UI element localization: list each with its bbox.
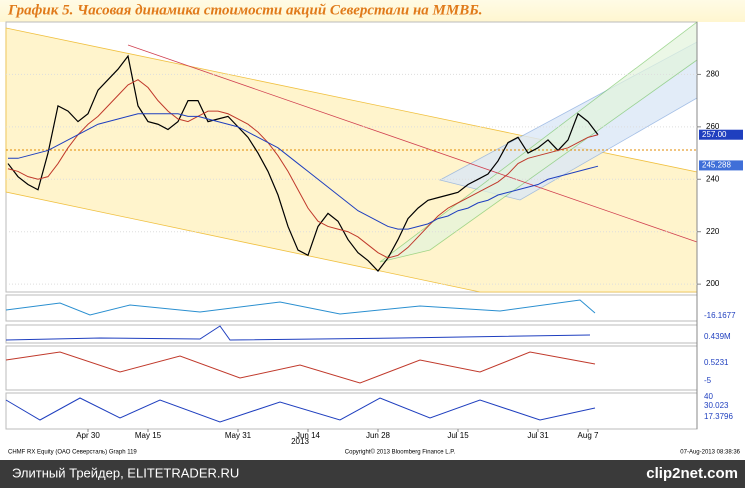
stochastic-line bbox=[5, 397, 596, 423]
y-tick-label: 260 bbox=[706, 122, 720, 131]
x-tick-label: May 15 bbox=[135, 431, 162, 440]
bottom-strip bbox=[0, 460, 745, 488]
indicator-label: -16.1677 bbox=[704, 311, 736, 320]
indicator-label: 30.023 bbox=[704, 401, 729, 410]
y-tick-label: 220 bbox=[706, 227, 720, 236]
indicator-label: 0.5231 bbox=[704, 358, 729, 367]
y-tick-label: 240 bbox=[706, 174, 720, 183]
price-tag-label: 257.00 bbox=[702, 130, 727, 139]
indicator-panel bbox=[5, 294, 698, 322]
title-band bbox=[0, 0, 745, 22]
series-line bbox=[7, 79, 599, 259]
price-tag bbox=[699, 129, 743, 140]
footer-left: CHMF RX Equity (ОАО Северсталь) Graph 11… bbox=[8, 450, 137, 456]
oscillator-line bbox=[5, 351, 596, 384]
x-tick-label: May 31 bbox=[225, 431, 252, 440]
x-tick-label: Aug 7 bbox=[578, 431, 599, 440]
x-tick-label: Jun 28 bbox=[366, 431, 391, 440]
price-tag-label: 245.288 bbox=[702, 161, 731, 170]
x-tick-label: Apr 30 bbox=[76, 431, 100, 440]
footer-right: 07-Aug-2013 08:38:36 bbox=[680, 450, 740, 456]
volume-panel bbox=[5, 324, 698, 344]
volume-line bbox=[5, 325, 591, 341]
indicator-label: 17.3796 bbox=[704, 412, 733, 421]
indicator-label: 40 bbox=[704, 392, 713, 401]
stochastic-panel bbox=[5, 392, 698, 430]
watermark: Элитный Трейдер, ELITETRADER.RU bbox=[12, 465, 239, 480]
indicator-label: 0.439M bbox=[704, 332, 731, 341]
indicator-label: -5 bbox=[704, 376, 712, 385]
x-tick-label: Jun 14 bbox=[296, 431, 321, 440]
year-label: 2013 bbox=[291, 437, 309, 446]
y-tick-label: 280 bbox=[706, 70, 720, 79]
chart-title: График 5. Часовая динамика стоимости акц… bbox=[7, 2, 483, 18]
x-tick-label: Jul 31 bbox=[527, 431, 549, 440]
y-tick-label: 200 bbox=[706, 279, 720, 288]
series-line bbox=[7, 54, 599, 272]
trend-line bbox=[127, 44, 698, 243]
x-tick-label: Jul 15 bbox=[447, 431, 469, 440]
brand: clip2net.com bbox=[646, 465, 738, 482]
series-line bbox=[8, 113, 599, 230]
price-tag bbox=[699, 160, 743, 171]
indicator-line bbox=[5, 299, 596, 316]
footer-center: Copyright© 2013 Bloomberg Finance L.P. bbox=[345, 449, 456, 456]
oscillator-panel bbox=[5, 345, 698, 391]
